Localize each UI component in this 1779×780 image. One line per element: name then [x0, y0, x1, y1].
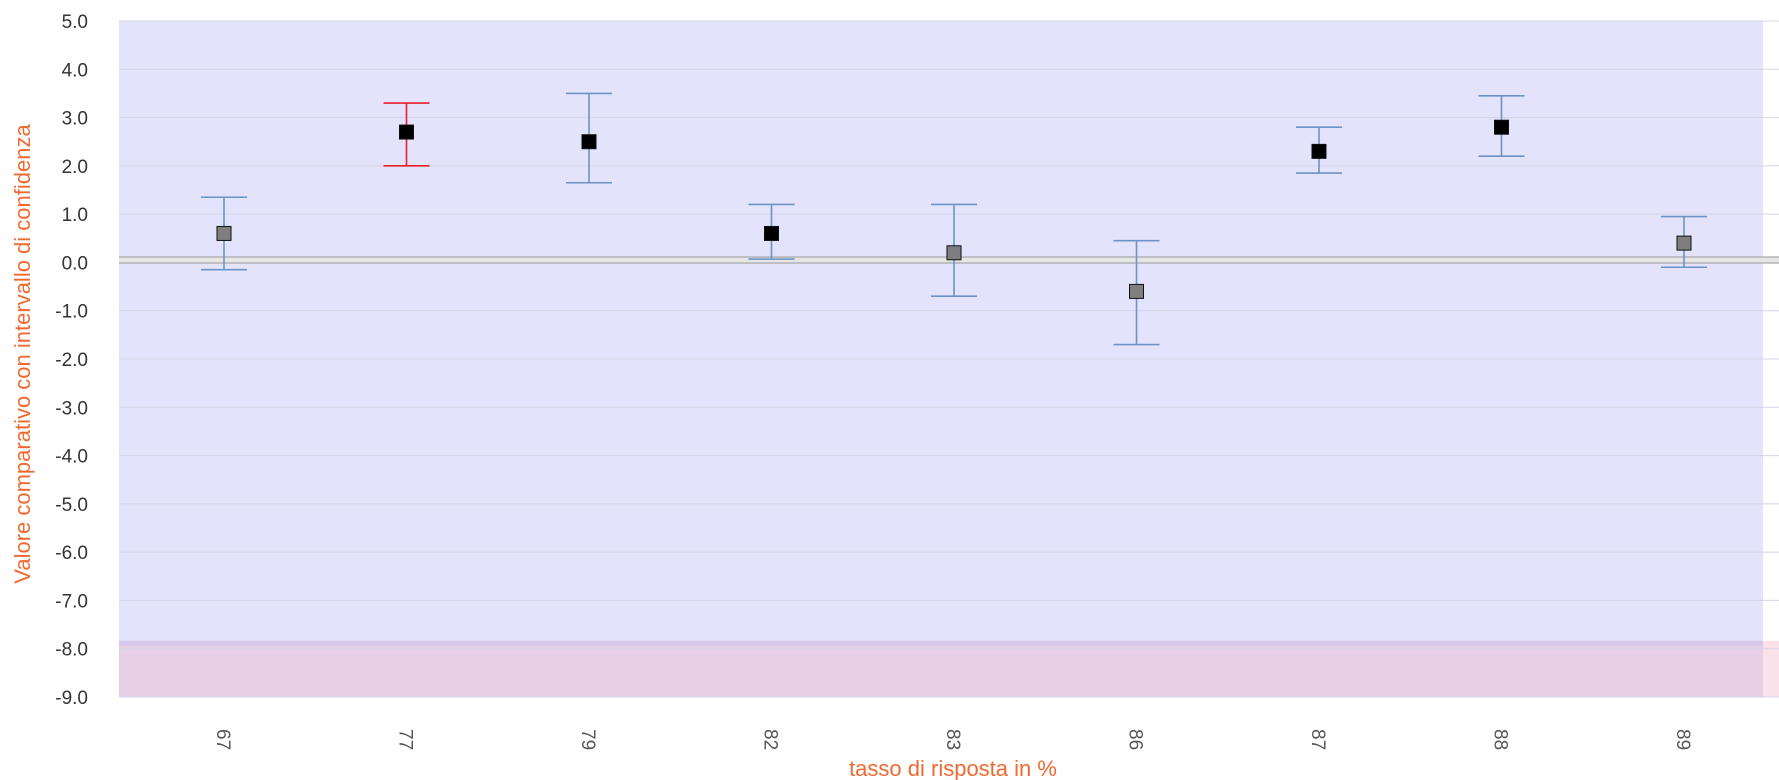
data-point-88	[1478, 95, 1525, 157]
point-marker	[1494, 119, 1509, 135]
y-tick-label: -5.0	[55, 495, 88, 516]
x-tick-label: 67	[212, 729, 233, 750]
y-tick-label: -6.0	[55, 543, 88, 564]
y-tick-label: 5.0	[62, 12, 88, 33]
x-tick-label: 79	[577, 729, 598, 750]
point-marker	[399, 124, 414, 140]
y-tick-label: -9.0	[55, 688, 88, 709]
data-point-77	[383, 102, 430, 167]
x-tick-label: 77	[395, 729, 416, 750]
x-tick-label: 89	[1672, 729, 1693, 750]
y-tick-label: 4.0	[62, 60, 88, 81]
y-axis-ticks: 5.0 4.0 3.0 2.0 1.0 0.0 -1.0 -2.0 -3.0 -4.0 -5.0 -6…	[55, 12, 88, 709]
y-axis-title: Valore comparativo con intervallo di con…	[10, 124, 35, 584]
point-marker	[1311, 143, 1327, 159]
y-tick-label: -1.0	[55, 302, 88, 323]
y-tick-label: -3.0	[55, 398, 88, 419]
data-point-79	[566, 92, 612, 184]
data-point-83	[931, 203, 977, 298]
x-tick-label: 86	[1125, 729, 1146, 750]
y-tick-label: -7.0	[55, 591, 88, 612]
data-point-86	[1113, 239, 1160, 346]
y-tick-label: -2.0	[55, 350, 88, 371]
y-tick-label: -4.0	[55, 447, 88, 468]
band-edge	[1763, 640, 1779, 697]
y-tick-label: 0.0	[62, 253, 88, 274]
data-point-82	[748, 203, 795, 260]
point-marker	[764, 225, 779, 241]
background-bands	[119, 21, 1779, 697]
y-tick-label: 2.0	[62, 157, 88, 178]
x-axis-title: tasso di risposta in %	[849, 756, 1057, 780]
x-tick-label: 88	[1490, 729, 1511, 750]
data-point-87	[1296, 126, 1342, 174]
x-tick-label: 87	[1307, 729, 1328, 750]
band-separator	[119, 640, 1763, 646]
x-tick-label: 83	[942, 729, 963, 750]
point-marker	[216, 225, 232, 241]
y-tick-label: 3.0	[62, 109, 88, 130]
point-marker	[946, 245, 962, 261]
band-0	[119, 21, 1763, 644]
data-point-67	[201, 196, 247, 271]
band-1	[119, 643, 1763, 697]
data-point-89	[1661, 215, 1707, 269]
point-marker	[1676, 235, 1692, 251]
point-marker	[581, 134, 597, 150]
x-tick-label: 82	[760, 729, 781, 750]
y-tick-label: 1.0	[62, 205, 88, 226]
point-marker	[1129, 283, 1144, 299]
y-tick-label: -8.0	[55, 640, 88, 661]
data-marks	[201, 92, 1707, 346]
x-axis-ticks: 67 77 79 82 83 86 87 88 89	[212, 729, 1693, 750]
